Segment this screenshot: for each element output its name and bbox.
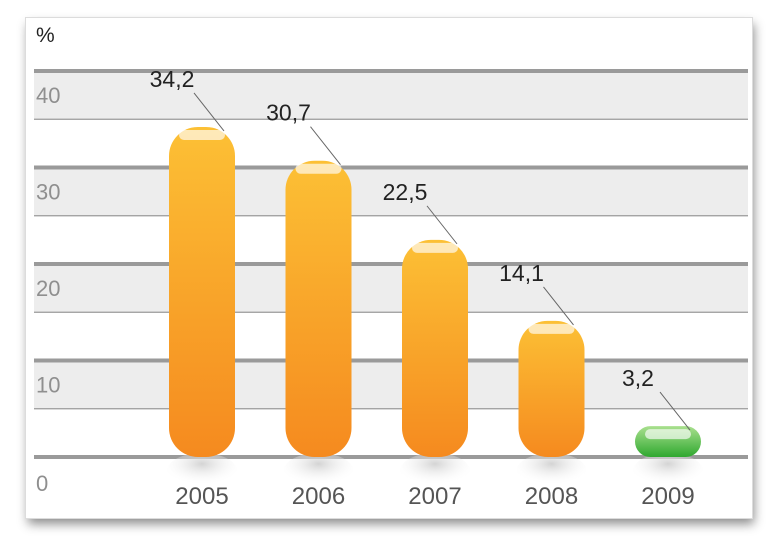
y-unit-label: % bbox=[36, 24, 55, 47]
value-label-2006: 30,7 bbox=[266, 100, 311, 126]
y-tick-label: 0 bbox=[36, 471, 48, 496]
value-leader-line bbox=[659, 391, 691, 431]
value-label-2009: 3,2 bbox=[622, 365, 654, 391]
bar-gloss bbox=[528, 323, 575, 334]
bar-shadow bbox=[633, 453, 703, 489]
value-leader-line bbox=[310, 126, 341, 166]
bar-2008 bbox=[518, 320, 585, 457]
x-tick-label-2005: 2005 bbox=[175, 483, 228, 510]
x-tick-label-2006: 2006 bbox=[292, 483, 345, 510]
grid-band bbox=[34, 264, 748, 313]
x-tick-label-2008: 2008 bbox=[525, 483, 578, 510]
x-tick-label-2007: 2007 bbox=[408, 483, 461, 510]
bar-2007 bbox=[402, 239, 468, 457]
value-label-2007: 22,5 bbox=[383, 179, 428, 205]
bar-shadow bbox=[400, 453, 470, 489]
bar-2005 bbox=[169, 126, 235, 457]
grid-band bbox=[34, 360, 748, 409]
value-leader-line bbox=[426, 205, 458, 245]
bar-shadow bbox=[167, 453, 237, 489]
bar-gloss bbox=[412, 242, 458, 253]
chart-frame: % 0 10 20 30 40 2005 2006 2007 2008 2009 34,2 30,… bbox=[26, 18, 752, 518]
grid-band bbox=[34, 71, 748, 120]
bar-shadow bbox=[283, 453, 354, 489]
bar-2006 bbox=[285, 160, 352, 457]
x-tick-label-2009: 2009 bbox=[641, 483, 694, 510]
bar-chart: % 0 10 20 30 40 2005 2006 2007 2008 2009 34,2 30,… bbox=[34, 24, 748, 510]
bar-shadow bbox=[516, 453, 587, 489]
grid-band bbox=[34, 167, 748, 216]
bar-gloss bbox=[645, 429, 691, 440]
bar-gloss bbox=[295, 163, 342, 174]
value-leader-line bbox=[543, 286, 574, 326]
value-label-2005: 34,2 bbox=[150, 66, 195, 92]
y-tick-label: 30 bbox=[36, 180, 60, 205]
value-label-2008: 14,1 bbox=[499, 260, 544, 286]
y-tick-label: 20 bbox=[36, 276, 60, 301]
bar-gloss bbox=[179, 129, 225, 140]
y-tick-label: 40 bbox=[36, 83, 60, 108]
y-tick-label: 10 bbox=[36, 373, 60, 398]
value-leader-line bbox=[193, 92, 225, 132]
